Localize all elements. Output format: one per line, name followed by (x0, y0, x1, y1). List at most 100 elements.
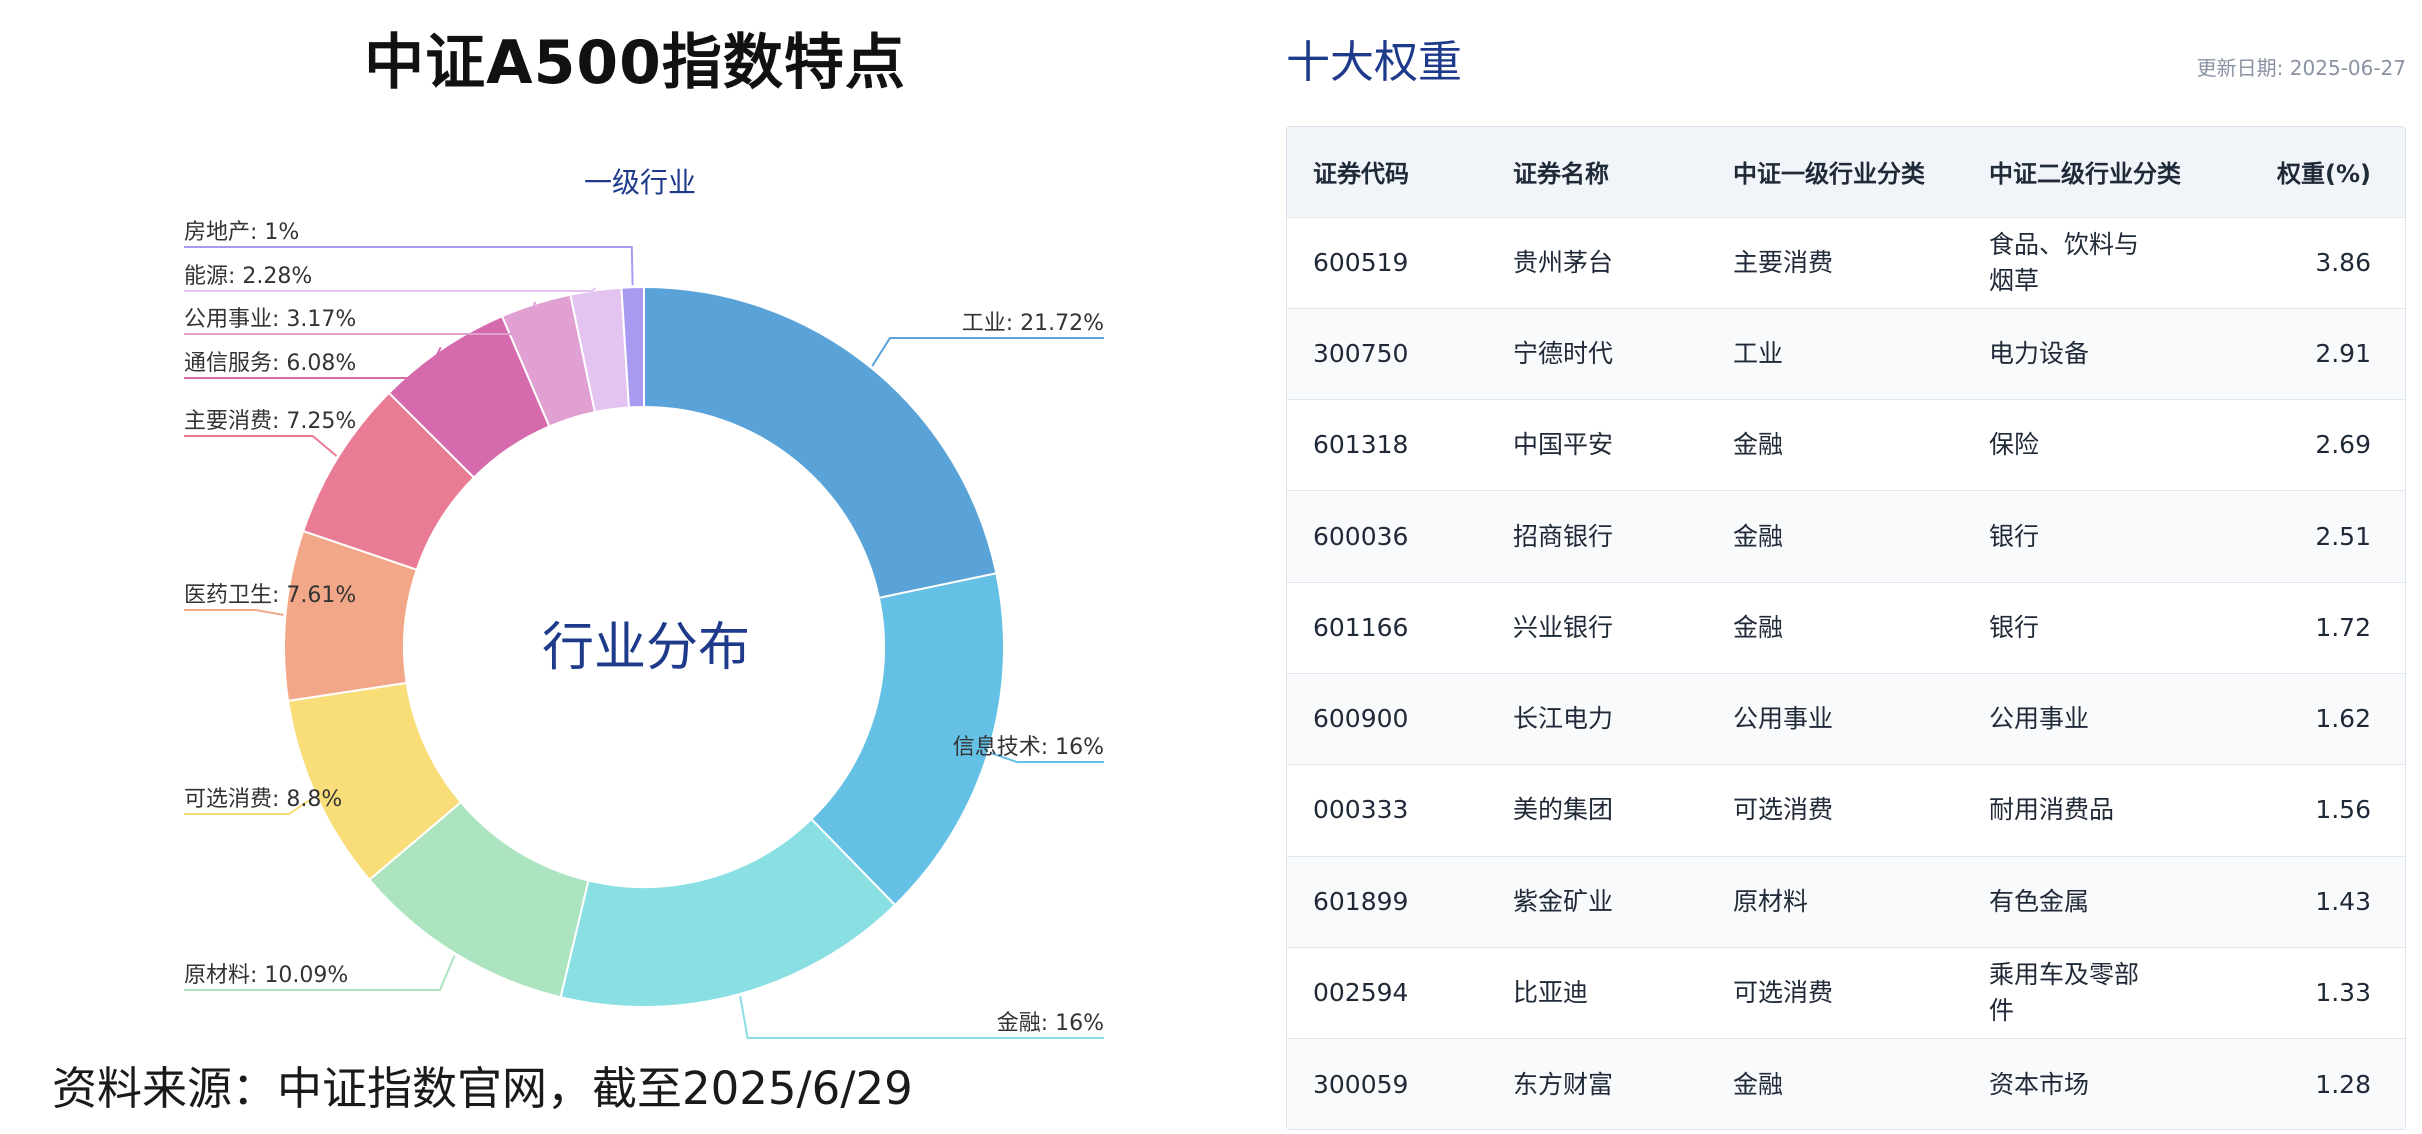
leader-line-8 (184, 301, 537, 335)
cell-code: 300750 (1313, 338, 1409, 368)
cell-weight: 1.56 (2315, 795, 2371, 825)
cell-name: 比亚迪 (1513, 978, 1589, 1008)
cell-name: 紫金矿业 (1513, 886, 1614, 916)
leader-line-3 (184, 955, 456, 991)
cell-code: 601166 (1313, 612, 1409, 642)
leader-line-0 (871, 337, 1104, 367)
slice-label-9: 能源: 2.28% (184, 264, 312, 289)
left-panel: 中证A500指数特点 一级行业 工业: 21.72% 信息技术: 16% 金融: 1… (52, 28, 1104, 1115)
cell-level1: 可选消费 (1733, 978, 1834, 1008)
table-title: 十大权重 (1286, 37, 1462, 88)
cell-level2: 乘用车及零部件 (1963, 947, 2253, 1038)
leader-line-7 (184, 347, 442, 379)
cell-code: 000333 (1313, 795, 1409, 825)
cell-name: 长江电力 (1513, 704, 1614, 734)
cell-level2: 银行 (1963, 582, 2253, 673)
cell-level2-text: 食品、饮料与烟草 (1989, 229, 2140, 295)
cell-code: 600036 (1313, 521, 1409, 551)
cell-weight: 1.62 (2315, 704, 2371, 734)
cell-name: 贵州茅台 (1513, 247, 1614, 277)
cell-name: 招商银行 (1513, 521, 1614, 551)
table-row: 601899 紫金矿业 原材料 有色金属 1.43 (1287, 856, 2405, 948)
cell-level2: 食品、饮料与烟草 (1963, 217, 2253, 308)
cell-name: 宁德时代 (1513, 338, 1614, 368)
cell-level1: 金融 (1733, 430, 1784, 460)
header-code: 证券代码 (1313, 160, 1409, 189)
cell-code: 600519 (1313, 247, 1409, 277)
table-header-row: 证券代码 证券名称 中证一级行业分类 中证二级行业分类 权重(%) (1287, 127, 2405, 217)
leader-line-4 (184, 795, 316, 815)
header-name: 证券名称 (1513, 160, 1609, 189)
cell-level2-text: 公用事业 (1989, 704, 2090, 734)
cell-weight: 1.28 (2315, 1069, 2371, 1099)
slice-label-4: 可选消费: 8.8% (184, 787, 342, 812)
slice-label-5: 医药卫生: 7.61% (184, 583, 356, 608)
leader-line-9 (184, 287, 597, 292)
pie-slice-0 (643, 285, 998, 600)
header-level2: 中证二级行业分类 (1989, 160, 2181, 189)
header-weight: 权重(%) (2277, 160, 2371, 189)
table-row: 600519 贵州茅台 主要消费 食品、饮料与烟草 3.86 (1287, 217, 2405, 308)
cell-level1: 工业 (1733, 338, 1784, 368)
cell-code: 300059 (1313, 1069, 1409, 1099)
cell-weight: 2.51 (2315, 521, 2371, 551)
chart-title: 一级行业 (584, 166, 696, 199)
table-row: 300059 东方财富 金融 资本市场 1.28 (1287, 1038, 2405, 1129)
cell-code: 600900 (1313, 704, 1409, 734)
cell-level1: 金融 (1733, 1069, 1784, 1099)
top-ten-table: 证券代码 证券名称 中证一级行业分类 中证二级行业分类 权重(%) 600519… (1286, 126, 2406, 1130)
leader-line-1 (989, 751, 1104, 763)
cell-weight: 1.33 (2315, 978, 2371, 1008)
cell-level2: 电力设备 (1963, 308, 2253, 399)
source-note: 资料来源：中证指数官网，截至2025/6/29 (52, 1062, 913, 1115)
main-title: 中证A500指数特点 (364, 28, 906, 98)
chart-center-text: 行业分布 (542, 618, 750, 678)
cell-level2-text: 有色金属 (1989, 886, 2090, 916)
cell-name: 中国平安 (1513, 430, 1614, 460)
cell-level1: 公用事业 (1733, 704, 1834, 734)
cell-level2: 资本市场 (1963, 1039, 2253, 1129)
cell-level2: 耐用消费品 (1963, 765, 2253, 856)
cell-level2: 银行 (1963, 491, 2253, 582)
cell-level1: 金融 (1733, 612, 1784, 642)
cell-level1: 主要消费 (1733, 247, 1834, 277)
cell-level2-text: 乘用车及零部件 (1989, 960, 2140, 1026)
cell-weight: 2.69 (2315, 430, 2371, 460)
cell-name: 东方财富 (1513, 1069, 1614, 1099)
cell-weight: 1.72 (2315, 612, 2371, 642)
table-row: 300750 宁德时代 工业 电力设备 2.91 (1287, 308, 2405, 400)
table-row: 600900 长江电力 公用事业 公用事业 1.62 (1287, 673, 2405, 765)
cell-level1: 可选消费 (1733, 795, 1834, 825)
cell-level2-text: 银行 (1989, 612, 2040, 642)
slice-label-2: 金融: 16% (997, 1011, 1104, 1036)
header-level1: 中证一级行业分类 (1733, 160, 1925, 189)
cell-code: 601318 (1313, 430, 1409, 460)
cell-weight: 3.86 (2315, 247, 2371, 277)
slice-label-6: 主要消费: 7.25% (184, 409, 356, 434)
table-row: 601166 兴业银行 金融 银行 1.72 (1287, 582, 2405, 673)
leader-line-5 (184, 609, 284, 616)
table-row: 002594 比亚迪 可选消费 乘用车及零部件 1.33 (1287, 947, 2405, 1038)
cell-level1: 原材料 (1733, 886, 1809, 916)
cell-level2-text: 电力设备 (1989, 338, 2090, 368)
cell-weight: 2.91 (2315, 338, 2371, 368)
cell-level2-text: 耐用消费品 (1989, 795, 2115, 825)
cell-code: 601899 (1313, 886, 1409, 916)
table-row: 601318 中国平安 金融 保险 2.69 (1287, 399, 2405, 491)
cell-level2: 保险 (1963, 400, 2253, 491)
donut-chart: 一级行业 工业: 21.72% 信息技术: 16% 金融: 16% 原材料: 10.0… (184, 166, 1104, 1039)
update-date: 更新日期: 2025-06-27 (2196, 56, 2406, 80)
table-row: 600036 招商银行 金融 银行 2.51 (1287, 490, 2405, 583)
cell-weight: 1.43 (2315, 886, 2371, 916)
table-row: 000333 美的集团 可选消费 耐用消费品 1.56 (1287, 764, 2405, 856)
cell-name: 美的集团 (1513, 795, 1614, 825)
slice-label-0: 工业: 21.72% (962, 311, 1104, 336)
slice-label-8: 公用事业: 3.17% (184, 307, 356, 332)
cell-level2-text: 银行 (1989, 521, 2040, 551)
slice-label-3: 原材料: 10.09% (184, 963, 348, 988)
slice-label-1: 信息技术: 16% (953, 735, 1104, 760)
right-panel: 十大权重 更新日期: 2025-06-27 证券代码 证券名称 中证一级行业分类… (1286, 0, 2406, 1134)
cell-level2-text: 保险 (1989, 430, 2040, 460)
leader-line-6 (184, 435, 338, 457)
cell-name: 兴业银行 (1513, 612, 1614, 642)
